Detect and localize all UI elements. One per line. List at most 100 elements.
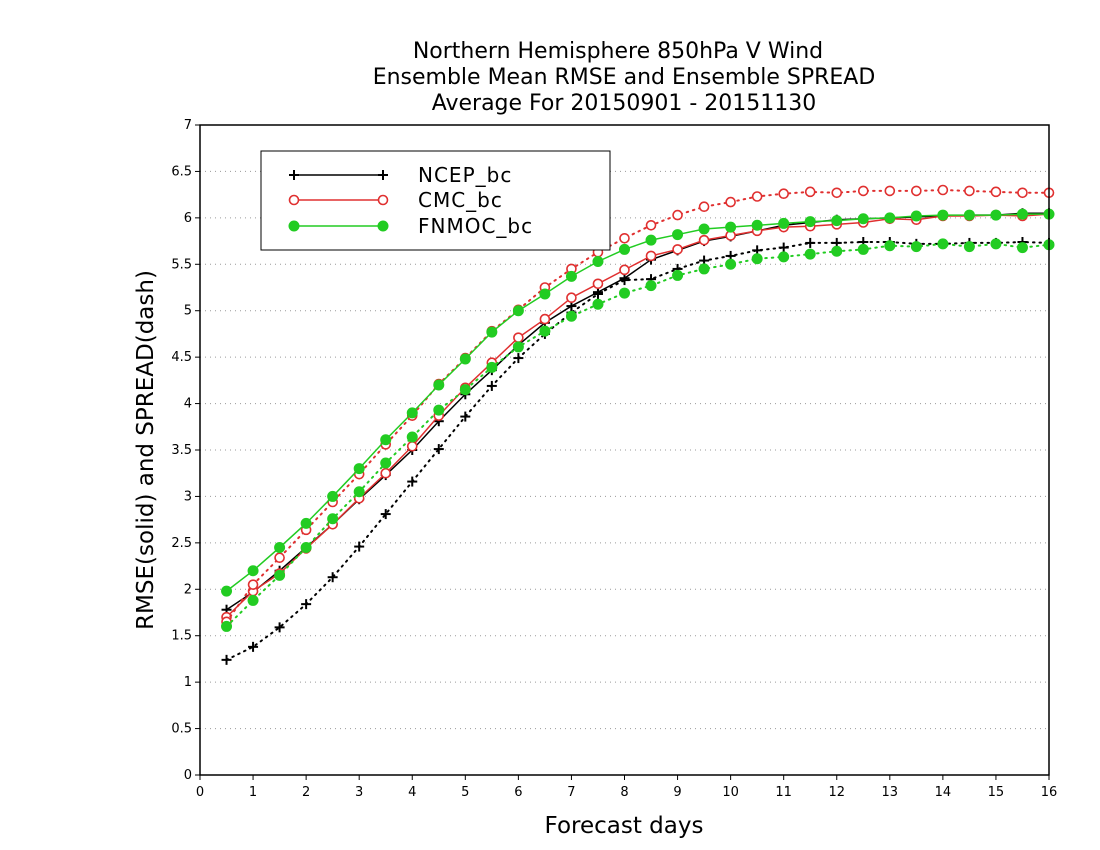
fnmoc-bc-spread-point [857, 243, 869, 255]
ncep-bc-spread-point [460, 411, 471, 422]
y-tick-label: 1 [184, 675, 192, 690]
y-tick-label: 5.5 [171, 257, 192, 272]
y-tick-label: 4 [184, 397, 192, 412]
fnmoc-bc-spread-point [831, 245, 843, 257]
legend-marker-cmc-bc [288, 194, 300, 206]
fnmoc-bc-spread-point [963, 241, 975, 253]
x-tick-label: 1 [249, 785, 257, 800]
legend-marker-fnmoc-bc [288, 220, 300, 232]
y-tick-label: 1.5 [171, 629, 192, 644]
fnmoc-bc-rmse-line [226, 213, 1049, 592]
y-axis-label: RMSE(solid) and SPREAD(dash) [133, 270, 159, 630]
y-tick-label: 3 [184, 489, 192, 504]
fnmoc-bc-spread-point [672, 269, 684, 281]
cmc-bc-spread-point [857, 185, 869, 197]
cmc-bc-spread-point [672, 209, 683, 221]
grid-lines [200, 170, 1049, 730]
ncep-bc-spread-point [433, 444, 444, 455]
cmc-bc-spread-point [698, 201, 710, 213]
fnmoc-bc-rmse-point [247, 565, 259, 577]
ncep-bc-spread-point [778, 242, 789, 253]
fnmoc-bc-rmse-point [963, 209, 975, 221]
ncep-bc-spread-point [327, 572, 338, 583]
fnmoc-bc-spread-point [778, 251, 790, 263]
x-tick-label: 3 [355, 785, 363, 800]
fnmoc-bc-spread-point [698, 263, 710, 275]
fnmoc-bc-rmse-point [459, 353, 471, 365]
fnmoc-bc-spread-point [619, 287, 630, 299]
fnmoc-bc-spread-point [804, 248, 816, 260]
cmc-bc-rmse-point [380, 467, 392, 479]
y-tick-label: 3.5 [171, 443, 192, 458]
fnmoc-bc-rmse-point [645, 234, 657, 246]
x-tick-label: 6 [514, 785, 522, 800]
fnmoc-bc-rmse-point [725, 221, 737, 233]
x-tick-label: 8 [620, 785, 628, 800]
cmc-bc-rmse-point [698, 234, 710, 246]
fnmoc-bc-spread-point [990, 238, 1002, 250]
fnmoc-bc-spread-point [221, 620, 233, 632]
y-tick-label: 6.5 [171, 164, 192, 179]
series-layer [221, 184, 1055, 665]
y-tick-label: 0 [184, 768, 192, 783]
cmc-bc-spread-point [725, 196, 736, 208]
fnmoc-bc-rmse-point [565, 270, 577, 282]
legend-label-ncep-bc: NCEP_bc [418, 163, 512, 187]
fnmoc-bc-rmse-point [406, 407, 418, 419]
y-tick-label: 2.5 [171, 536, 192, 551]
ncep-bc-spread-point [380, 509, 391, 520]
fnmoc-bc-spread-point [327, 513, 339, 525]
x-tick-label: 12 [828, 785, 845, 800]
x-tick-label: 11 [775, 785, 792, 800]
fnmoc-bc-rmse-point [778, 217, 790, 229]
axis-ticks: 00.511.522.533.544.555.566.570 1 2 3 4 5 6 7 8 9 1… [171, 118, 1057, 800]
cmc-bc-spread-point [884, 185, 896, 197]
fnmoc-bc-spread-point [406, 431, 418, 443]
x-axis-label: Forecast days [545, 813, 704, 839]
ncep-bc-spread-point [274, 622, 285, 633]
fnmoc-bc-rmse-point [619, 243, 630, 255]
fnmoc-bc-spread-point [433, 404, 445, 416]
ncep-bc-spread-point [619, 275, 630, 286]
y-tick-label: 7 [184, 118, 192, 133]
fnmoc-bc-rmse-point [300, 517, 312, 529]
fnmoc-bc-spread-point [565, 310, 577, 322]
fnmoc-bc-rmse-point [327, 490, 339, 502]
fnmoc-bc-rmse-point [221, 585, 233, 597]
legend-marker-ncep-bc [289, 170, 299, 180]
cmc-bc-rmse-point [645, 250, 657, 262]
fnmoc-bc-spread-point [353, 486, 365, 498]
legend-marker-fnmoc-bc [377, 220, 389, 232]
fnmoc-bc-rmse-point [672, 229, 684, 241]
fnmoc-bc-spread-point [751, 253, 763, 265]
ncep-bc-spread-point [486, 380, 497, 391]
cmc-bc-spread-point [619, 232, 630, 244]
cmc-bc-spread-point [645, 219, 657, 231]
fnmoc-bc-spread-point [247, 594, 259, 606]
fnmoc-bc-rmse-point [910, 210, 922, 222]
fnmoc-bc-spread-point [910, 241, 922, 253]
fnmoc-bc-rmse-point [831, 215, 843, 227]
cmc-bc-spread-point [990, 186, 1002, 198]
cmc-bc-rmse-point [539, 313, 551, 325]
ncep-bc-spread-line [225, 240, 1050, 661]
cmc-bc-spread-point [831, 187, 843, 199]
chart-title-line-3: Average For 20150901 - 20151130 [432, 91, 817, 116]
fnmoc-bc-rmse-point [884, 212, 896, 224]
cmc-bc-spread-point [751, 191, 763, 202]
cmc-bc-rmse-point [619, 264, 630, 276]
fnmoc-bc-rmse-point [804, 216, 816, 228]
chart-title-line-2: Ensemble Mean RMSE and Ensemble SPREAD [373, 65, 876, 90]
y-tick-label: 4.5 [171, 350, 192, 365]
cmc-bc-rmse-point [592, 278, 604, 290]
fnmoc-bc-rmse-point [592, 256, 604, 267]
y-tick-label: 2 [184, 582, 192, 597]
cmc-bc-spread-point [804, 186, 816, 198]
fnmoc-bc-rmse-point [990, 209, 1002, 221]
y-tick-label: 5 [184, 304, 192, 319]
cmc-bc-spread-point [778, 188, 789, 200]
x-tick-label: 15 [988, 785, 1005, 800]
x-tick-label: 9 [673, 785, 681, 800]
